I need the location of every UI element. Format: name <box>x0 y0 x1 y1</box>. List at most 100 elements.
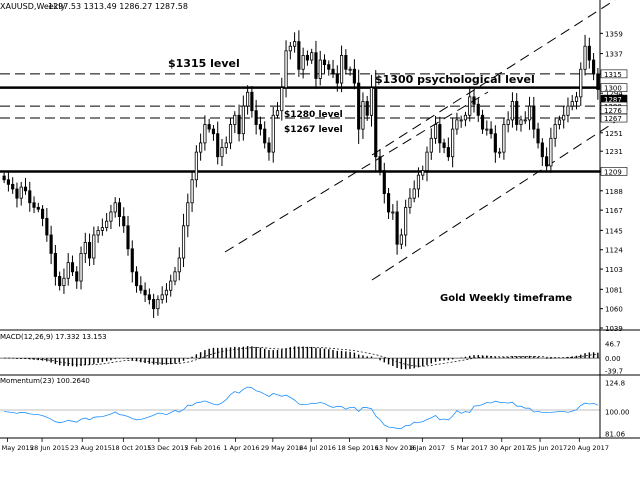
candle <box>506 111 510 133</box>
candle <box>224 136 228 154</box>
candle <box>237 104 241 142</box>
candle <box>100 218 104 236</box>
candle <box>70 255 75 276</box>
candle <box>404 199 408 247</box>
time-tick-label: 29 May 2016 <box>261 444 303 452</box>
time-tick-label: 20 Aug 2017 <box>567 444 609 452</box>
candle <box>216 121 220 165</box>
candle <box>485 120 489 136</box>
candle <box>75 266 79 289</box>
chart-header-symbol: XAUUSD,Weekly <box>0 2 66 11</box>
label-1280-level: $1280 level <box>284 110 343 120</box>
candle <box>455 112 459 135</box>
candle <box>446 137 450 161</box>
candle <box>15 182 19 208</box>
price-tick-label: 1359 <box>605 30 623 38</box>
time-tick-label: 13 Nov 2016 <box>375 444 417 452</box>
candle <box>587 37 591 69</box>
candle <box>62 268 66 294</box>
price-tick-label: 1188 <box>605 188 623 196</box>
candle <box>540 138 544 166</box>
momentum-panel[interactable]: Momentum(23) 100.2640 <box>0 377 600 429</box>
candle <box>442 138 446 154</box>
time-tick-label: 1 Apr 2016 <box>223 444 259 452</box>
chart-header-ohlc: 1297.53 1313.49 1286.27 1287.58 <box>48 2 188 11</box>
candle <box>438 116 442 153</box>
momentum-tick-label: 124.8 <box>605 380 625 388</box>
price-tick-label: 1231 <box>605 148 623 156</box>
macd-histogram <box>0 346 600 370</box>
candle <box>331 59 335 79</box>
label-timeframe: Gold Weekly timeframe <box>440 293 572 304</box>
price-tick-label: 1039 <box>605 325 623 333</box>
candle <box>421 165 425 181</box>
candle <box>92 226 96 265</box>
label-1267-level: $1267 level <box>284 125 343 135</box>
macd-tick-label: 0.00 <box>605 355 621 363</box>
candle <box>340 45 344 93</box>
candle <box>293 32 297 53</box>
upper-channel-line-2017 <box>371 0 616 156</box>
candle <box>147 288 151 305</box>
candle <box>79 246 83 290</box>
candle <box>369 74 374 127</box>
candle <box>527 96 532 130</box>
candle <box>173 266 177 286</box>
candle <box>378 148 382 176</box>
price-panel[interactable]: XAUUSD,Weekly 1297.53 1313.49 1286.27 12… <box>0 0 616 330</box>
time-tick-label: 30 Apr 2017 <box>490 444 530 452</box>
candle <box>314 40 318 89</box>
candle <box>87 233 92 267</box>
candle <box>596 68 600 100</box>
candles <box>2 30 600 318</box>
candle <box>203 115 207 151</box>
candle <box>96 226 100 243</box>
candle <box>32 196 36 214</box>
candle <box>468 86 472 122</box>
label-1300-psychological-level: $1300 psychological level <box>375 73 535 86</box>
candle <box>335 65 339 92</box>
macd-signal-line <box>4 346 598 367</box>
candle <box>160 286 164 304</box>
candle <box>36 202 40 213</box>
candle <box>592 52 596 81</box>
candle <box>357 69 361 144</box>
candle <box>156 295 160 316</box>
candle <box>399 228 403 250</box>
candle <box>361 92 365 139</box>
label-1315-level: $1315 level <box>168 57 240 70</box>
time-tick-label: 18 Oct 2015 <box>111 444 151 452</box>
candle <box>6 171 10 192</box>
candle <box>553 117 557 147</box>
candle <box>429 128 433 160</box>
candle <box>519 115 523 132</box>
candle <box>258 116 262 136</box>
candle <box>126 215 130 256</box>
lower-channel-line-2017 <box>371 121 616 281</box>
candle <box>207 118 211 133</box>
candle <box>49 225 53 265</box>
candle <box>181 213 186 268</box>
candle <box>41 205 45 227</box>
candle <box>194 145 198 188</box>
candle <box>391 204 395 220</box>
candle <box>433 115 438 144</box>
candle <box>472 89 476 113</box>
candle <box>58 271 62 291</box>
candle <box>459 115 463 128</box>
candle <box>220 138 224 167</box>
candle <box>241 95 245 141</box>
price-marker-label: 1267 <box>604 115 622 123</box>
macd-panel[interactable]: MACD(12,26,9) 17.332 13.153 <box>0 333 600 370</box>
candle <box>365 95 369 121</box>
trend-channel-lines <box>224 0 616 281</box>
price-marker-label: 1209 <box>604 168 622 176</box>
candle <box>271 107 275 163</box>
candle <box>412 180 416 203</box>
macd-axis: 46.7 0.00 -39.7 <box>605 341 623 376</box>
time-tick-label: 25 Jun 2017 <box>528 444 567 452</box>
candle <box>23 177 28 195</box>
price-tick-label: 1294 <box>605 90 623 98</box>
